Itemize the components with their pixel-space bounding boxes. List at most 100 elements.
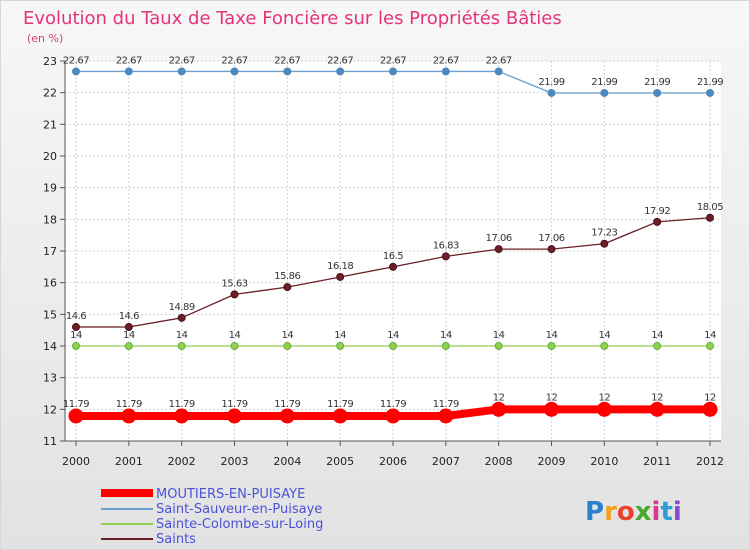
y-tick-label: 12 bbox=[43, 403, 57, 416]
data-label: 21.99 bbox=[644, 77, 670, 88]
data-point bbox=[547, 342, 556, 350]
data-label: 14 bbox=[387, 330, 399, 341]
legend-label-3: Saints bbox=[156, 532, 196, 547]
data-point bbox=[279, 408, 295, 424]
data-point bbox=[174, 408, 190, 424]
series-2: 14 14 14 14 14 14 14 14 14 14 14 14 14 bbox=[70, 330, 716, 350]
data-label: 14 bbox=[651, 330, 663, 341]
data-point bbox=[494, 245, 503, 254]
data-point bbox=[283, 342, 292, 350]
data-point bbox=[124, 323, 133, 331]
data-label: 22.67 bbox=[63, 55, 89, 66]
legend: MOUTIERS-EN-PUISAYE Saint-Sauveur-en-Pui… bbox=[101, 487, 323, 547]
data-label: 21.99 bbox=[697, 77, 723, 88]
data-label: 16.83 bbox=[433, 240, 459, 251]
data-point bbox=[706, 88, 714, 97]
y-tick-label: 23 bbox=[43, 55, 57, 68]
data-label: 21.99 bbox=[538, 77, 564, 88]
legend-label-2: Sainte-Colombe-sur-Loing bbox=[156, 517, 323, 532]
data-point bbox=[596, 401, 612, 417]
data-label: 21.99 bbox=[591, 77, 617, 88]
series-1: 22.67 22.67 22.67 22.67 22.67 22.67 22.67 22.67… bbox=[63, 55, 724, 97]
data-point bbox=[494, 342, 503, 350]
data-point bbox=[227, 408, 242, 424]
data-point bbox=[600, 88, 609, 97]
data-label: 12 bbox=[598, 392, 610, 403]
series-layer: 11.79 11.79 11.79 11.79 11.79 11.79 11.79 11.79… bbox=[63, 55, 724, 424]
y-tick-label: 20 bbox=[43, 150, 57, 163]
chart-title: Evolution du Taux de Taxe Foncière sur l… bbox=[23, 8, 562, 29]
series-3: 14.6 14.6 14.89 15.63 15.86 16.18 16.5 16.83 17.… bbox=[66, 202, 724, 331]
data-label: 14 bbox=[281, 330, 293, 341]
logo-letter: o bbox=[617, 497, 635, 527]
data-label: 22.67 bbox=[221, 55, 247, 66]
logo-letter: r bbox=[604, 497, 617, 527]
data-label: 11.79 bbox=[327, 399, 353, 410]
x-tick-label: 2005 bbox=[326, 455, 354, 468]
logo-letter: i bbox=[652, 497, 661, 527]
data-point bbox=[230, 290, 239, 299]
y-tick-label: 11 bbox=[43, 435, 57, 448]
data-label: 12 bbox=[493, 392, 505, 403]
y-tick-label: 16 bbox=[43, 277, 57, 290]
legend-label-1: Saint-Sauveur-en-Puisaye bbox=[156, 502, 322, 517]
unit-label: (en %) bbox=[27, 32, 63, 45]
data-point bbox=[653, 342, 662, 350]
data-label: 22.67 bbox=[274, 55, 300, 66]
data-label: 12 bbox=[651, 392, 663, 403]
data-point bbox=[385, 408, 401, 424]
data-point bbox=[441, 67, 450, 76]
data-label: 14 bbox=[493, 330, 505, 341]
data-point bbox=[653, 88, 662, 97]
data-point bbox=[491, 401, 507, 417]
x-tick-label: 2000 bbox=[62, 455, 90, 468]
data-point bbox=[600, 342, 609, 350]
data-point bbox=[336, 272, 345, 281]
data-point bbox=[283, 283, 292, 292]
data-label: 15.63 bbox=[221, 278, 247, 289]
data-label: 14 bbox=[334, 330, 346, 341]
x-tick-label: 2007 bbox=[432, 455, 460, 468]
data-point bbox=[547, 88, 556, 97]
data-point bbox=[124, 342, 133, 350]
data-point bbox=[72, 342, 80, 350]
data-label: 14 bbox=[598, 330, 610, 341]
data-point bbox=[441, 252, 450, 261]
data-label: 15.86 bbox=[274, 271, 300, 282]
data-label: 16.18 bbox=[327, 261, 353, 272]
data-point bbox=[494, 67, 503, 76]
x-tick-label: 2001 bbox=[115, 455, 143, 468]
data-point bbox=[649, 401, 665, 417]
data-point bbox=[336, 67, 345, 76]
data-point bbox=[124, 67, 133, 76]
data-label: 11.79 bbox=[116, 399, 142, 410]
data-point bbox=[177, 313, 186, 322]
proxiti-logo: Proxiti bbox=[585, 497, 682, 527]
data-label: 11.79 bbox=[274, 399, 300, 410]
data-label: 14 bbox=[176, 330, 188, 341]
x-tick-label: 2006 bbox=[379, 455, 407, 468]
y-tick-label: 21 bbox=[43, 118, 57, 131]
data-label: 14 bbox=[440, 330, 452, 341]
y-tick-label: 14 bbox=[43, 340, 57, 353]
data-label: 22.67 bbox=[116, 55, 142, 66]
axes: 11 12 13 14 15 16 17 18 19 20 21 22 23 2000 2001 2002 20… bbox=[43, 55, 724, 468]
data-label: 11.79 bbox=[433, 399, 459, 410]
data-point bbox=[177, 342, 186, 350]
data-label: 22.67 bbox=[433, 55, 459, 66]
x-tick-label: 2009 bbox=[538, 455, 566, 468]
x-tick-label: 2002 bbox=[168, 455, 196, 468]
data-point bbox=[332, 408, 348, 424]
data-label: 17.06 bbox=[486, 233, 512, 244]
data-label: 12 bbox=[546, 392, 558, 403]
logo-letter: t bbox=[660, 497, 672, 527]
data-label: 11.79 bbox=[63, 399, 89, 410]
data-point bbox=[177, 67, 186, 76]
data-label: 18.05 bbox=[697, 202, 723, 213]
data-point bbox=[702, 401, 718, 417]
data-label: 22.67 bbox=[169, 55, 195, 66]
data-label: 16.5 bbox=[383, 251, 403, 262]
data-point bbox=[389, 342, 397, 350]
x-tick-label: 2012 bbox=[696, 455, 724, 468]
